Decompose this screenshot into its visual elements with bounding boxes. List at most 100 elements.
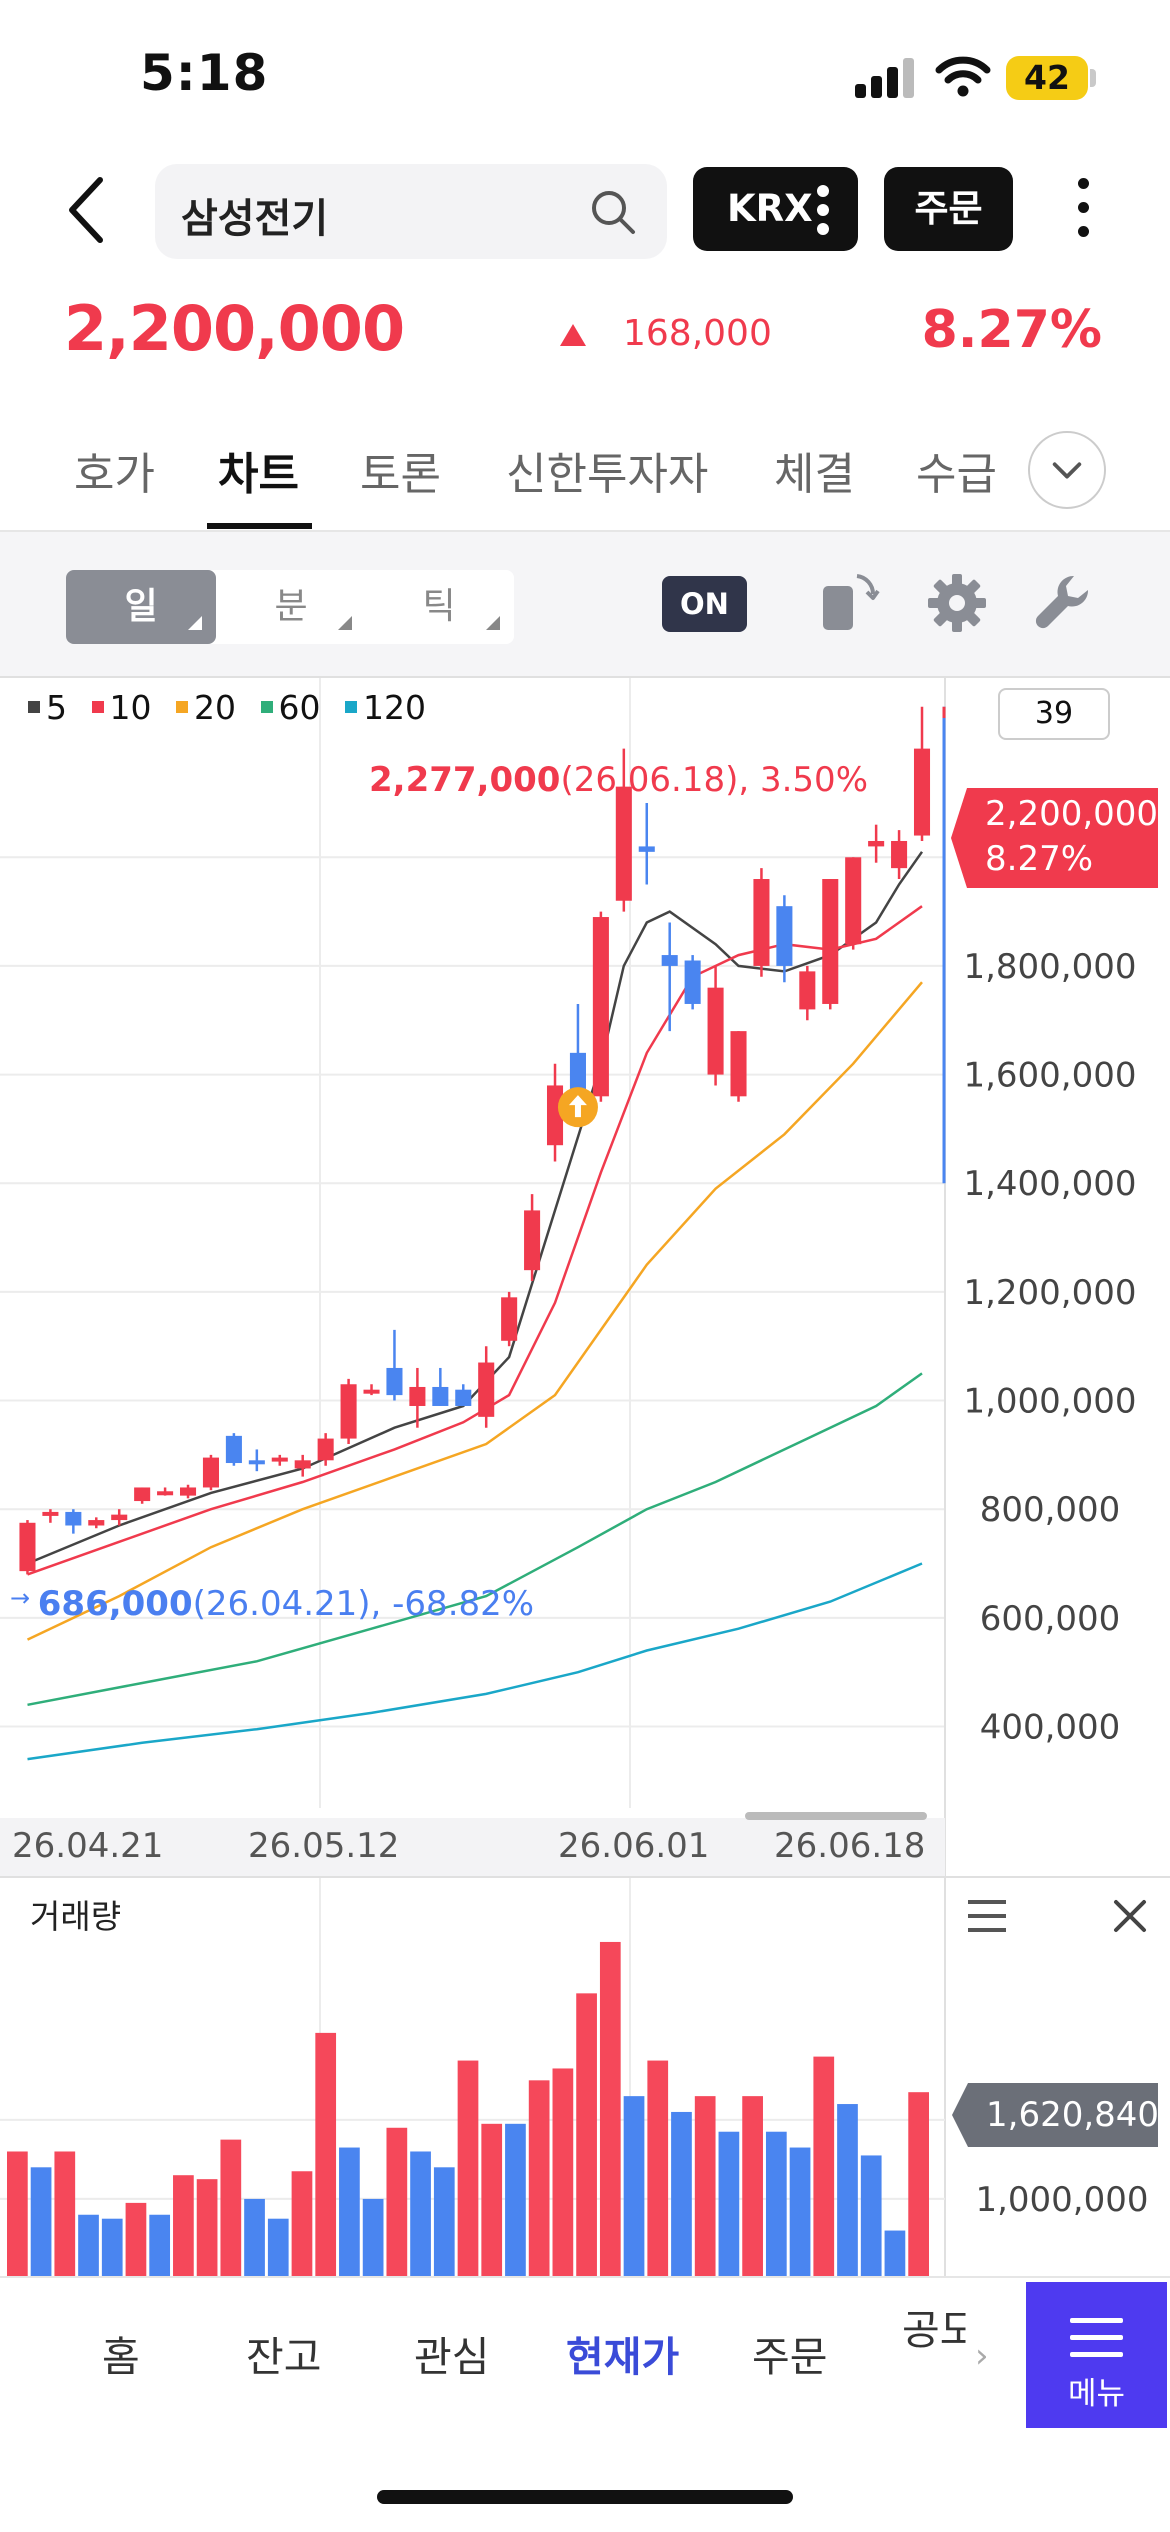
exchange-selector-button[interactable]: KRX: [693, 167, 858, 251]
period-tick-button[interactable]: 틱: [364, 570, 514, 644]
volume-bar: [386, 2127, 408, 2278]
volume-bar: [552, 2068, 574, 2278]
menu-button[interactable]: 메뉴: [1026, 2282, 1167, 2428]
volume-bar: [837, 2104, 858, 2278]
home-indicator: [377, 2490, 793, 2504]
candle-body: [799, 971, 816, 1010]
volume-bar: [339, 2147, 360, 2278]
menu-icon: [1070, 2318, 1123, 2358]
chevron-right-icon[interactable]: ›: [975, 2336, 989, 2376]
candle-body: [455, 1389, 472, 1406]
candle: [707, 965, 724, 1086]
candle-body: [65, 1511, 82, 1526]
period-minute-button[interactable]: 분: [216, 570, 366, 644]
wifi-icon: [935, 56, 991, 97]
realtime-on-toggle[interactable]: ON: [662, 576, 747, 632]
tab-discussion[interactable]: 토론: [360, 449, 441, 500]
candle: [179, 1484, 197, 1499]
chart-scroll-thumb[interactable]: [745, 1812, 927, 1820]
tab-hoga[interactable]: 호가: [74, 449, 155, 500]
tab-chart[interactable]: 차트: [218, 449, 299, 500]
nav-current-price[interactable]: 현재가: [566, 2333, 680, 2381]
candle: [271, 1454, 288, 1466]
y-tick-label: 800,000: [980, 1490, 1121, 1530]
volume-bar: [671, 2111, 692, 2278]
expand-tabs-button[interactable]: [1028, 431, 1106, 509]
low-price-detail: (26.04.21), -68.82%: [192, 1584, 535, 1624]
legend-item-ma60: 60: [260, 688, 321, 727]
search-icon[interactable]: [589, 188, 637, 236]
nav-balance[interactable]: 잔고: [246, 2333, 322, 2381]
period-tick-label: 틱: [422, 586, 456, 627]
price-chart[interactable]: 2,000,0001,800,0001,600,0001,400,0001,20…: [0, 678, 1170, 1876]
candle-count-box[interactable]: 39: [998, 688, 1110, 740]
candle-body: [179, 1487, 197, 1496]
y-tick-label: 1,600,000: [963, 1056, 1136, 1096]
candle: [913, 706, 931, 841]
candle: [478, 1346, 495, 1428]
legend-label-ma10: 10: [109, 688, 152, 727]
wrench-tool-icon[interactable]: [1030, 570, 1096, 636]
hamburger-icon[interactable]: [968, 1900, 1006, 1932]
current-volume-tag: 1,620,840: [952, 2083, 1158, 2147]
candle-body: [111, 1514, 128, 1521]
legend-item-ma120: 120: [345, 688, 426, 727]
y-tick-label: 400,000: [980, 1708, 1121, 1748]
candle-body: [730, 1031, 747, 1097]
volume-bar: [908, 2092, 929, 2278]
candle-body: [569, 1052, 586, 1097]
nav-watchlist[interactable]: 관심: [414, 2333, 490, 2381]
volume-bar: [78, 2214, 99, 2278]
order-button[interactable]: 주문: [884, 167, 1013, 251]
price-change: 168,000: [623, 313, 772, 354]
period-day-button[interactable]: 일: [66, 570, 216, 644]
stock-search-box[interactable]: 삼성전기: [155, 164, 667, 259]
search-stock-name: 삼성전기: [181, 196, 329, 242]
volume-bar: [196, 2179, 218, 2278]
candle: [294, 1454, 311, 1477]
candle-body: [248, 1460, 265, 1465]
volume-bar: [173, 2175, 194, 2278]
candle-body: [340, 1384, 357, 1439]
tab-supply-demand[interactable]: 수급: [916, 449, 997, 500]
candle-body: [845, 857, 862, 945]
candle-body: [19, 1522, 36, 1572]
candle: [317, 1433, 334, 1466]
y-tick-label: 1,400,000: [963, 1164, 1136, 1204]
nav-home[interactable]: 홈: [102, 2333, 140, 2381]
candle-body: [707, 987, 724, 1075]
volume-bar: [125, 2202, 147, 2278]
current-price: 2,200,000: [64, 292, 405, 365]
rotate-screen-icon[interactable]: [815, 570, 881, 636]
candle-body: [684, 960, 701, 1004]
volume-bar: [860, 2155, 882, 2278]
volume-bar: [267, 2218, 289, 2278]
chart-toolbar: 일 분 틱 ON: [0, 532, 1170, 677]
candle: [799, 965, 816, 1021]
high-price-detail: (26.06.18), 3.50%: [560, 760, 868, 800]
candle-body: [524, 1210, 541, 1271]
volume-bar: [244, 2198, 265, 2278]
volume-bar: [813, 2056, 835, 2278]
more-options-icon[interactable]: [1068, 178, 1098, 244]
volume-bar: [884, 2230, 906, 2278]
candle: [730, 1031, 747, 1102]
candle: [501, 1291, 518, 1347]
close-icon[interactable]: [1110, 1896, 1150, 1936]
candle-body: [546, 1085, 564, 1146]
settings-gear-icon[interactable]: [924, 570, 990, 636]
nav-public[interactable]: 공도: [902, 2306, 978, 2354]
nav-order[interactable]: 주문: [752, 2333, 828, 2381]
tab-execution[interactable]: 체결: [774, 449, 855, 500]
volume-bar: [7, 2151, 28, 2278]
volume-bar: [694, 2096, 716, 2278]
period-day-label: 일: [124, 586, 158, 627]
tab-investor[interactable]: 신한투자자: [506, 449, 709, 500]
volume-bar: [718, 2131, 740, 2278]
back-button[interactable]: [60, 170, 120, 250]
buy-signal-icon: [557, 1087, 598, 1128]
current-price-tag-pct: 8.27%: [985, 839, 1094, 879]
candle-body: [913, 748, 931, 836]
